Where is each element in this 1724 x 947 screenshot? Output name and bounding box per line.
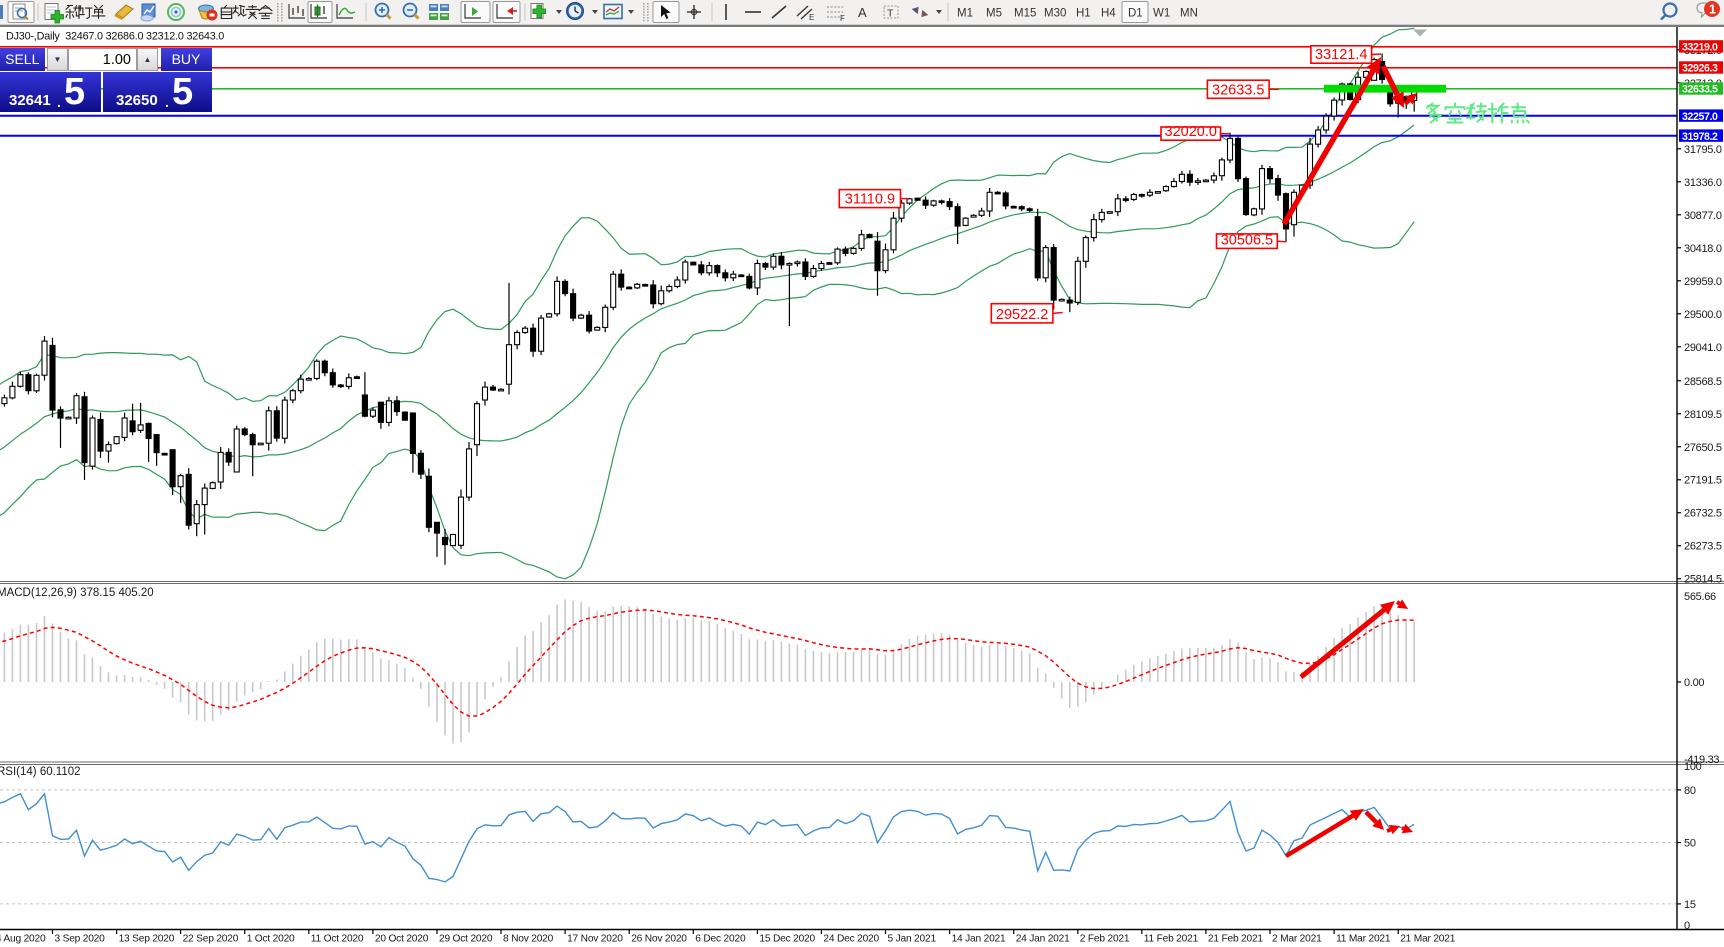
svg-text:17 Nov 2020: 17 Nov 2020 [567, 934, 623, 945]
svg-text:1: 1 [1709, 3, 1716, 17]
svg-text:11 Feb 2021: 11 Feb 2021 [1144, 934, 1199, 945]
svg-text:28109.5: 28109.5 [1684, 409, 1722, 421]
svg-text:30877.0: 30877.0 [1684, 210, 1722, 222]
svg-text:22 Sep 2020: 22 Sep 2020 [183, 934, 239, 945]
svg-text:24 Aug 2020: 24 Aug 2020 [0, 934, 46, 945]
svg-text:21 Feb 2021: 21 Feb 2021 [1208, 934, 1264, 945]
svg-text:13 Sep 2020: 13 Sep 2020 [119, 934, 175, 945]
svg-text:A: A [858, 5, 867, 20]
svg-text:31110.9: 31110.9 [845, 192, 895, 208]
svg-text:27650.5: 27650.5 [1684, 442, 1722, 454]
svg-text:26 Nov 2020: 26 Nov 2020 [631, 934, 687, 945]
svg-text:W1: W1 [1153, 8, 1170, 20]
svg-text:1 Oct 2020: 1 Oct 2020 [247, 934, 295, 945]
svg-text:0.00: 0.00 [1684, 677, 1704, 689]
svg-text:RSI(14) 60.1102: RSI(14) 60.1102 [0, 766, 81, 778]
svg-text:2 Mar 2021: 2 Mar 2021 [1272, 934, 1322, 945]
svg-text:25814.5: 25814.5 [1684, 574, 1722, 586]
svg-text:11 Mar 2021: 11 Mar 2021 [1336, 934, 1391, 945]
svg-text:5 Jan 2021: 5 Jan 2021 [888, 934, 937, 945]
svg-text:31978.2: 31978.2 [1682, 131, 1718, 143]
svg-text:MN: MN [1180, 8, 1198, 20]
svg-text:0: 0 [1684, 920, 1690, 932]
svg-text:20 Oct 2020: 20 Oct 2020 [375, 934, 429, 945]
svg-text:30506.5: 30506.5 [1221, 232, 1273, 248]
svg-text:31336.0: 31336.0 [1684, 177, 1722, 189]
svg-text:27191.5: 27191.5 [1684, 475, 1722, 487]
svg-text:14 Jan 2021: 14 Jan 2021 [952, 934, 1006, 945]
svg-text:100: 100 [1684, 761, 1702, 773]
svg-text:29 Oct 2020: 29 Oct 2020 [439, 934, 493, 945]
svg-text:M30: M30 [1044, 8, 1066, 20]
svg-text:80: 80 [1684, 785, 1696, 797]
svg-text:24 Dec 2020: 24 Dec 2020 [823, 934, 879, 945]
svg-text:3 Sep 2020: 3 Sep 2020 [55, 934, 106, 945]
svg-text:32020.0: 32020.0 [1165, 124, 1217, 140]
svg-text:26732.5: 26732.5 [1684, 508, 1722, 520]
svg-text:31795.0: 31795.0 [1684, 144, 1722, 156]
svg-text:M5: M5 [986, 8, 1002, 20]
svg-text:M15: M15 [1014, 8, 1036, 20]
svg-text:8 Nov 2020: 8 Nov 2020 [503, 934, 554, 945]
svg-text:33121.4: 33121.4 [1315, 47, 1367, 63]
svg-text:F: F [840, 14, 845, 23]
svg-text:32257.0: 32257.0 [1682, 111, 1718, 123]
svg-text:29959.0: 29959.0 [1684, 276, 1722, 288]
svg-text:32926.3: 32926.3 [1682, 63, 1718, 75]
svg-text:2 Feb 2021: 2 Feb 2021 [1080, 934, 1130, 945]
svg-text:H1: H1 [1076, 8, 1091, 20]
svg-text:MACD(12,26,9) 378.15 405.20: MACD(12,26,9) 378.15 405.20 [0, 587, 154, 599]
svg-text:32633.5: 32633.5 [1682, 84, 1718, 96]
svg-text:21 Mar 2021: 21 Mar 2021 [1400, 934, 1456, 945]
svg-text:6 Dec 2020: 6 Dec 2020 [695, 934, 746, 945]
svg-text:33219.0: 33219.0 [1682, 42, 1718, 54]
svg-text:29500.0: 29500.0 [1684, 309, 1722, 321]
svg-text:30418.0: 30418.0 [1684, 243, 1722, 255]
svg-text:50: 50 [1684, 838, 1696, 850]
svg-text:D1: D1 [1128, 8, 1143, 20]
svg-text:15 Dec 2020: 15 Dec 2020 [759, 934, 815, 945]
svg-text:DJ30-,Daily 32467.0 32686.0 3: DJ30-,Daily 32467.0 32686.0 32312.0 3264… [6, 31, 224, 43]
svg-text:29041.0: 29041.0 [1684, 342, 1722, 354]
svg-text:32633.5: 32633.5 [1212, 82, 1264, 98]
svg-text:565.66: 565.66 [1684, 591, 1716, 603]
svg-text:29522.2: 29522.2 [996, 307, 1048, 323]
svg-text:24 Jan 2021: 24 Jan 2021 [1016, 934, 1070, 945]
svg-text:28568.5: 28568.5 [1684, 376, 1722, 388]
svg-text:26273.5: 26273.5 [1684, 541, 1722, 553]
svg-text:11 Oct 2020: 11 Oct 2020 [311, 934, 364, 945]
svg-text:15: 15 [1684, 899, 1696, 911]
svg-text:M1: M1 [957, 8, 973, 20]
svg-text:-419.33: -419.33 [1684, 754, 1719, 766]
svg-text:T: T [887, 8, 894, 20]
svg-text:E: E [809, 13, 814, 22]
svg-text:H4: H4 [1101, 8, 1116, 20]
